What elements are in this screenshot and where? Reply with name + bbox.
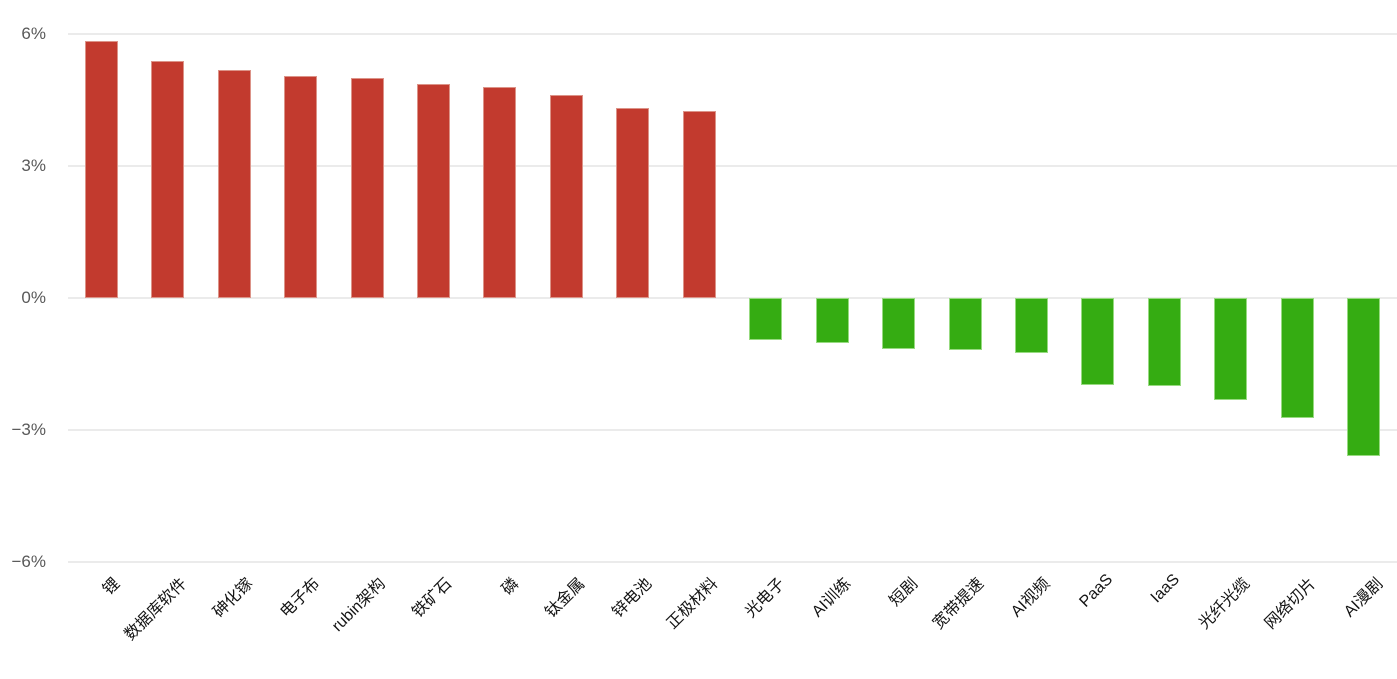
bar[interactable] xyxy=(948,298,982,351)
bar[interactable] xyxy=(84,41,118,298)
bar[interactable] xyxy=(682,111,716,298)
gridline xyxy=(68,429,1397,431)
y-axis-label: −6% xyxy=(11,552,47,571)
bar[interactable] xyxy=(616,107,650,298)
x-axis-label: 砷化镓 xyxy=(210,575,257,622)
gridline xyxy=(68,561,1397,563)
bar[interactable] xyxy=(549,95,583,298)
bar[interactable] xyxy=(1214,298,1248,400)
bar[interactable] xyxy=(1081,298,1115,385)
bar[interactable] xyxy=(217,69,251,298)
x-axis-label: 磷 xyxy=(498,575,523,599)
x-axis-label: AI训练 xyxy=(809,575,855,621)
y-axis-label: 0% xyxy=(21,288,46,307)
x-axis-label: 正极材料 xyxy=(664,575,722,633)
x-axis-label: 锂 xyxy=(100,575,124,599)
bar[interactable] xyxy=(416,84,450,298)
bar[interactable] xyxy=(350,78,384,298)
x-axis-label: 宽带提速 xyxy=(930,575,988,633)
y-axis-label: 3% xyxy=(21,156,46,175)
gridline xyxy=(68,297,1397,299)
bar[interactable] xyxy=(749,298,783,340)
bar[interactable] xyxy=(815,298,849,343)
y-axis-label: −3% xyxy=(11,420,47,439)
x-axis-label: 数据库软件 xyxy=(121,575,190,644)
y-axis-label: 6% xyxy=(21,24,46,43)
x-axis-label: 短剧 xyxy=(886,575,921,610)
bar[interactable] xyxy=(1280,298,1314,418)
x-axis-label: AI视频 xyxy=(1008,575,1054,621)
bar[interactable] xyxy=(284,76,318,298)
x-axis-label: 电子布 xyxy=(276,575,323,622)
gridline xyxy=(68,33,1397,35)
x-axis-label: 网络切片 xyxy=(1262,575,1320,633)
gridline xyxy=(68,165,1397,167)
x-axis-label: 铁矿石 xyxy=(409,575,456,622)
bar[interactable] xyxy=(483,86,517,298)
x-axis-label: AI漫剧 xyxy=(1340,575,1387,621)
bar[interactable] xyxy=(1147,298,1181,386)
bar[interactable] xyxy=(1015,298,1049,353)
x-axis-label: rubin架构 xyxy=(329,575,390,636)
bar[interactable] xyxy=(882,298,916,350)
x-axis-label: 光电子 xyxy=(742,575,788,622)
bar[interactable] xyxy=(1347,298,1381,456)
x-axis-label: 光纤光缆 xyxy=(1195,575,1254,633)
bar[interactable] xyxy=(151,60,185,298)
x-axis-label: IaaS xyxy=(1147,571,1183,607)
x-axis-label: 钛金属 xyxy=(542,575,589,622)
x-axis-label: 锌电池 xyxy=(609,575,656,622)
x-axis-label: PaaS xyxy=(1076,571,1117,611)
